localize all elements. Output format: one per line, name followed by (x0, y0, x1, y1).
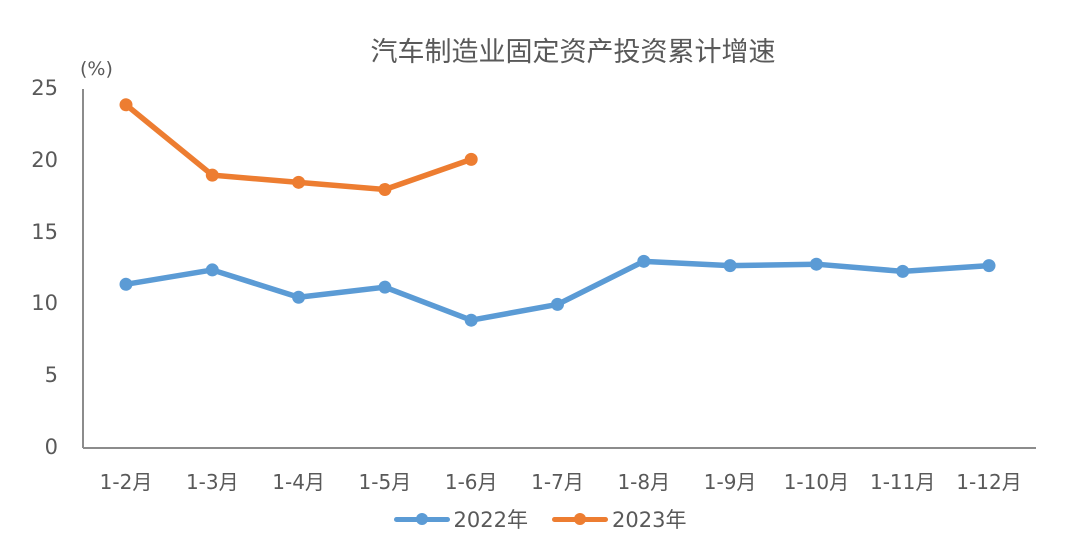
legend-line-marker-icon (393, 509, 450, 529)
y-axis-unit-label: (%) (80, 58, 113, 80)
data-point-marker[interactable] (292, 290, 306, 304)
data-point-marker[interactable] (982, 259, 996, 273)
data-point-marker[interactable] (464, 313, 478, 327)
chart-title: 汽车制造业固定资产投资累计增速 (370, 37, 776, 68)
series-line (123, 258, 992, 323)
y-tick-label: 20 (31, 147, 58, 172)
data-point-marker[interactable] (378, 280, 392, 294)
y-tick-label: 25 (31, 76, 58, 100)
data-point-marker[interactable] (637, 254, 651, 268)
legend-line-marker-icon (552, 509, 608, 529)
data-point-marker[interactable] (378, 183, 392, 197)
data-point-marker[interactable] (205, 263, 219, 277)
x-tick-label: 1-12月 (956, 470, 1022, 494)
series-2022年 (119, 254, 996, 327)
series-layer (119, 98, 996, 327)
y-tick-label: 10 (31, 291, 58, 316)
data-point-marker[interactable] (464, 152, 478, 166)
x-tick-label: 1-11月 (869, 470, 936, 494)
x-tick-label: 1-9月 (703, 470, 757, 494)
x-tick-label: 1-3月 (185, 470, 239, 494)
x-tick-label: 1-2月 (99, 470, 153, 494)
x-tick-label: 1-4月 (272, 470, 325, 494)
data-point-marker[interactable] (119, 98, 133, 112)
legend-label: 2022年 (453, 508, 528, 532)
data-point-marker[interactable] (896, 264, 910, 278)
data-point-marker[interactable] (292, 175, 306, 189)
legend: 2022年 2023年 (0, 504, 1080, 534)
legend-label: 2023年 (612, 508, 687, 532)
x-tick-label: 1-7月 (531, 470, 584, 494)
x-tick-label: 1-6月 (444, 470, 498, 494)
data-point-marker[interactable] (119, 277, 133, 291)
x-tick-label: 1-10月 (783, 470, 850, 494)
legend-item-2023[interactable]: 2023年 (552, 504, 686, 534)
data-point-marker[interactable] (551, 297, 564, 311)
legend-item-2022[interactable]: 2022年 (393, 504, 528, 534)
series-2023年 (119, 98, 478, 197)
data-point-marker[interactable] (809, 257, 823, 271)
y-tick-label: 5 (44, 363, 58, 388)
data-point-marker[interactable] (723, 259, 737, 273)
y-tick-label: 15 (31, 219, 58, 244)
data-point-marker[interactable] (205, 168, 219, 182)
x-tick-label: 1-8月 (617, 470, 671, 494)
x-tick-label: 1-5月 (358, 470, 412, 494)
y-tick-label: 0 (44, 435, 58, 459)
